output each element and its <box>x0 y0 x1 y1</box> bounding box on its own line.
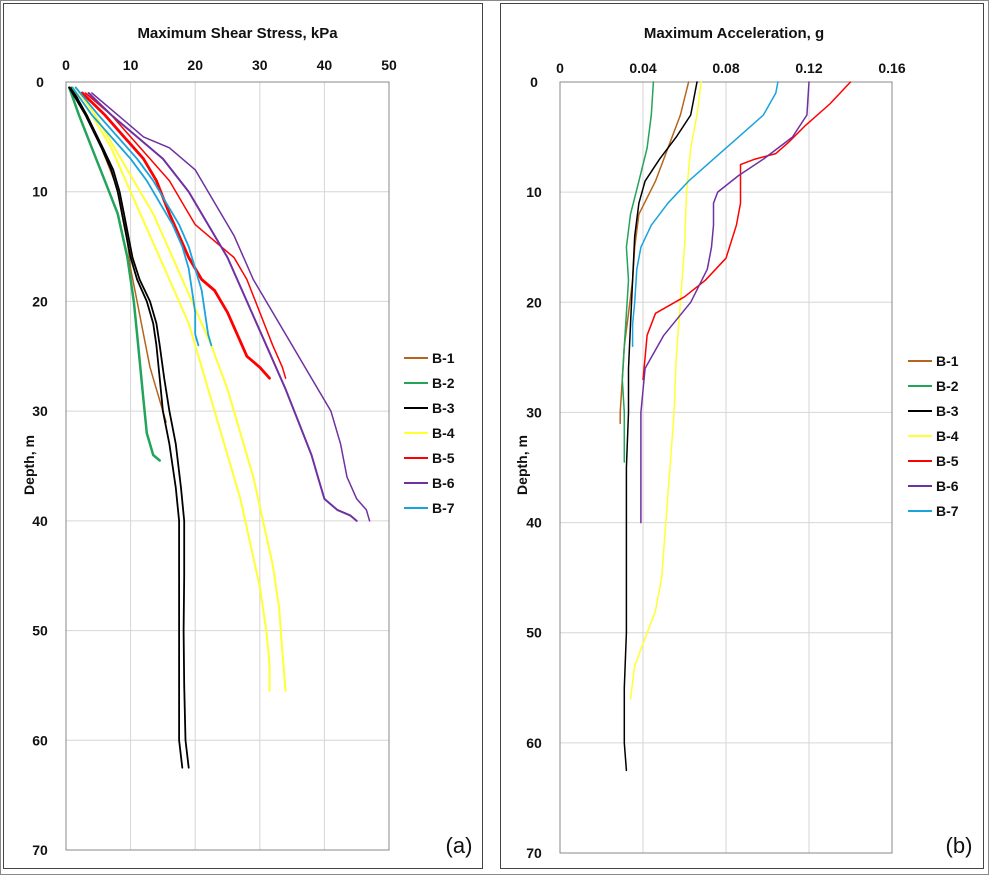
legend-label-b-6-a: B-6 <box>432 475 455 491</box>
legend-label-b-1-a: B-1 <box>432 350 455 366</box>
series-line-b-3-b <box>623 81 698 772</box>
series-line-b-4-a <box>71 86 271 692</box>
y-tick-label-b: 10 <box>526 184 542 200</box>
legend-label-b-7-a: B-7 <box>432 500 455 516</box>
y-tick-label-b: 50 <box>526 625 542 641</box>
panel-a-frame <box>3 3 483 869</box>
y-axis-label-a: Depth, m <box>21 435 37 495</box>
x-tick-label-b: 0.08 <box>712 60 739 76</box>
x-tick-label-b: 0.04 <box>629 60 656 76</box>
legend-label-b-2-b: B-2 <box>936 378 959 394</box>
y-tick-label-a: 20 <box>32 293 48 309</box>
legend-label-b-6-b: B-6 <box>936 478 959 494</box>
legend-label-b-3-b: B-3 <box>936 403 959 419</box>
y-tick-label-a: 10 <box>32 184 48 200</box>
y-tick-label-a: 50 <box>32 623 48 639</box>
series-line-b-6b-a <box>91 92 371 522</box>
series-line-b-7b-a <box>74 86 213 347</box>
series-line-b-4b-a <box>74 86 287 692</box>
legend-label-b-2-a: B-2 <box>432 375 455 391</box>
y-axis-label-b: Depth, m <box>514 435 530 495</box>
panel-label-b: (b) <box>946 833 973 858</box>
panel-b-frame <box>500 3 984 869</box>
x-tick-label-a: 0 <box>62 57 70 73</box>
y-tick-label-b: 70 <box>526 845 542 861</box>
series-line-b-4-b <box>629 81 702 700</box>
series-line-b-7-a <box>71 86 200 347</box>
y-tick-label-b: 20 <box>526 294 542 310</box>
y-tick-label-b: 60 <box>526 735 542 751</box>
plot-area-a <box>65 81 390 851</box>
chart-title-b: Maximum Acceleration, g <box>644 25 824 42</box>
plot-area-b <box>559 81 893 854</box>
series-line-b-2-a <box>67 86 161 462</box>
y-tick-label-a: 60 <box>32 732 48 748</box>
y-tick-label-b: 0 <box>530 74 538 90</box>
legend-label-b-5-a: B-5 <box>432 450 455 466</box>
series-line-b-6-b <box>640 81 810 524</box>
x-tick-label-a: 10 <box>123 57 139 73</box>
y-tick-label-a: 0 <box>36 74 44 90</box>
series-line-b-5-b <box>642 81 852 381</box>
y-tick-label-b: 40 <box>526 515 542 531</box>
x-tick-label-b: 0.12 <box>795 60 822 76</box>
legend-label-b-7-b: B-7 <box>936 503 959 519</box>
panel-label-a: (a) <box>446 833 473 858</box>
legend-label-b-4-a: B-4 <box>432 425 455 441</box>
x-tick-label-a: 50 <box>381 57 397 73</box>
series-line-b-5b-a <box>84 92 287 379</box>
legend-label-b-4-b: B-4 <box>936 428 959 444</box>
series-line-b-2-b <box>621 81 655 463</box>
x-tick-label-a: 20 <box>187 57 203 73</box>
y-tick-label-a: 70 <box>32 842 48 858</box>
legend-label-b-3-a: B-3 <box>432 400 455 416</box>
legend-label-b-5-b: B-5 <box>936 453 959 469</box>
y-tick-label-a: 40 <box>32 513 48 529</box>
legend-label-b-1-b: B-1 <box>936 353 959 369</box>
y-tick-label-a: 30 <box>32 403 48 419</box>
x-tick-label-a: 40 <box>317 57 333 73</box>
series-line-b-3-a <box>68 86 184 769</box>
x-tick-label-b: 0 <box>556 60 564 76</box>
x-tick-label-a: 30 <box>252 57 268 73</box>
series-line-b-6-a <box>87 92 358 522</box>
series-line-b-3b-a <box>70 86 190 769</box>
y-tick-label-b: 30 <box>526 404 542 420</box>
series-line-b-5-a <box>80 91 271 380</box>
chart-title-a: Maximum Shear Stress, kPa <box>137 25 338 42</box>
series-line-b-7-b <box>631 81 779 348</box>
x-tick-label-b: 0.16 <box>878 60 905 76</box>
